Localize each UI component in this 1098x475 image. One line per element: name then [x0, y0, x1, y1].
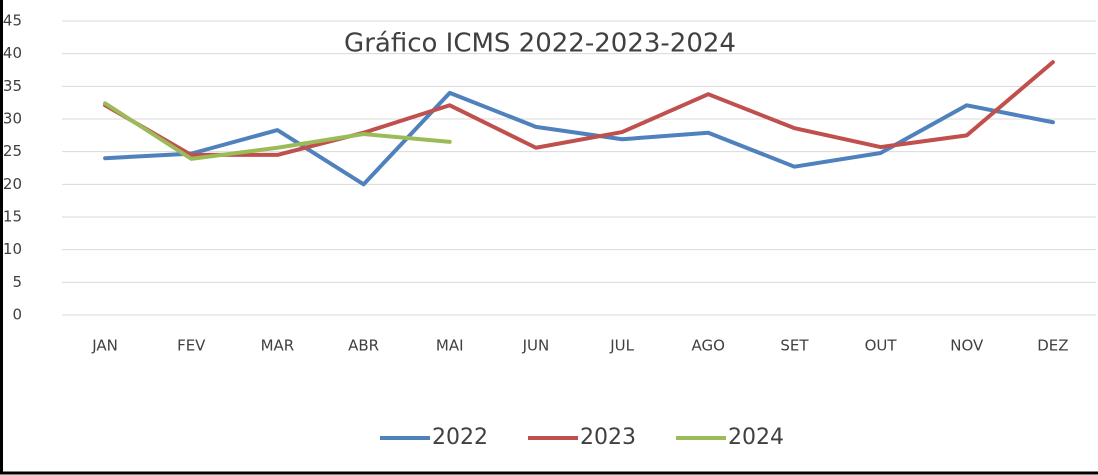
legend-label: 2022	[432, 425, 488, 450]
x-tick-label: DEZ	[1037, 337, 1068, 355]
x-tick-label: AGO	[692, 337, 725, 355]
y-tick-label: 25	[3, 142, 22, 160]
y-tick-label: 30	[3, 110, 22, 128]
x-tick-label: MAR	[261, 337, 295, 355]
y-tick-label: 0	[12, 306, 22, 324]
y-tick-label: 40	[3, 44, 22, 62]
x-tick-label: MAI	[436, 337, 464, 355]
x-tick-label: OUT	[865, 337, 898, 355]
y-tick-label: 5	[12, 273, 22, 291]
x-tick-label: JAN	[91, 337, 118, 355]
y-tick-label: 20	[3, 175, 22, 193]
x-tick-label: SET	[780, 337, 809, 355]
y-tick-label: 15	[3, 208, 22, 226]
y-tick-label: 45	[3, 12, 22, 30]
y-tick-label: 10	[3, 240, 22, 258]
x-tick-label: JUL	[609, 337, 634, 355]
x-tick-label: NOV	[950, 337, 984, 355]
x-tick-label: FEV	[177, 337, 206, 355]
y-tick-label: 35	[3, 77, 22, 95]
series-line	[103, 101, 452, 161]
x-tick-label: JUN	[522, 337, 550, 355]
legend-label: 2023	[580, 425, 636, 450]
x-tick-label: ABR	[348, 337, 379, 355]
series-line	[103, 60, 1055, 157]
legend-label: 2024	[728, 425, 784, 450]
